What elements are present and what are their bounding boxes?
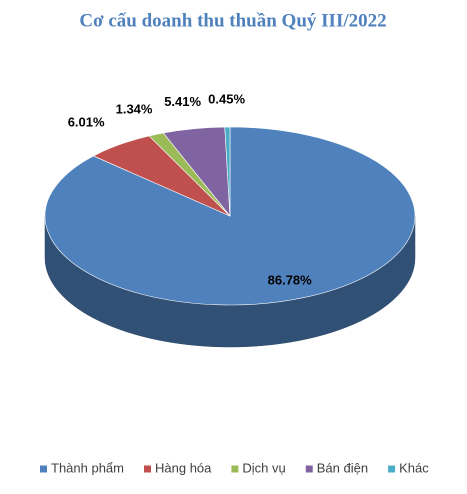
legend-swatch bbox=[40, 465, 47, 473]
value-label: 1.34% bbox=[116, 101, 153, 116]
value-label: 6.01% bbox=[68, 115, 105, 130]
value-label: 0.45% bbox=[208, 92, 245, 107]
legend-label: Dịch vụ bbox=[242, 460, 285, 475]
legend-swatch bbox=[305, 465, 313, 473]
legend-label: Thành phẩm bbox=[51, 460, 124, 475]
legend-label: Hàng hóa bbox=[155, 460, 212, 475]
legend-swatch bbox=[388, 465, 396, 473]
pie-slice bbox=[224, 126, 231, 217]
chart-title: Cơ cấu doanh thu thuần Quý III/2022 bbox=[79, 10, 386, 31]
legend-label: Khác bbox=[399, 460, 429, 475]
legend-swatch bbox=[144, 465, 151, 473]
legend-swatch bbox=[231, 465, 239, 473]
value-label: 5.41% bbox=[164, 94, 201, 109]
value-label: 86.78% bbox=[268, 273, 313, 288]
legend-label: Bán điện bbox=[317, 460, 368, 475]
